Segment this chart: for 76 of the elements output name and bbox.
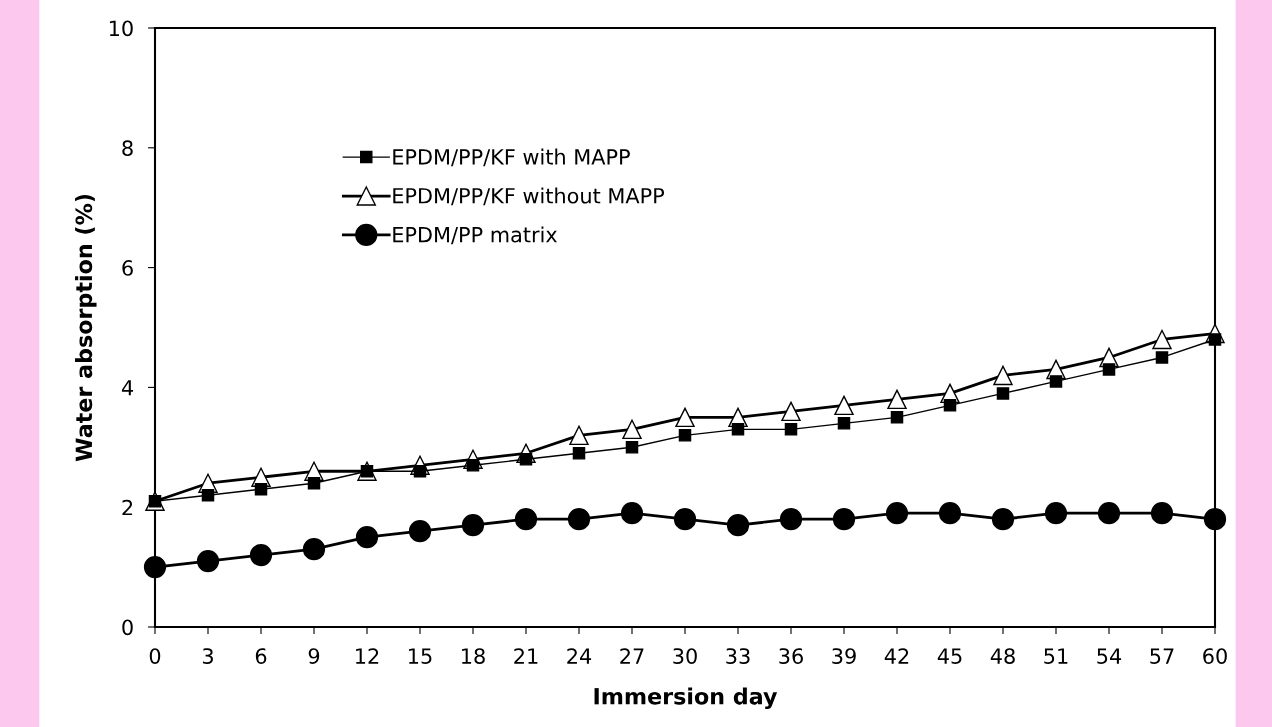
legend-label: EPDM/PP matrix	[393, 226, 558, 245]
y-tick-label: 2	[122, 499, 133, 516]
point	[731, 423, 745, 436]
y-tick-label: 4	[121, 380, 133, 396]
x-tick-label: 6	[255, 648, 267, 664]
point	[567, 508, 591, 531]
y-axis-title: Water absorption (%)	[75, 194, 97, 462]
point	[887, 389, 907, 410]
point	[572, 447, 586, 460]
point	[622, 419, 642, 440]
point	[143, 555, 167, 579]
point	[625, 441, 639, 454]
point	[249, 544, 273, 567]
point	[832, 508, 856, 531]
point	[1102, 363, 1116, 376]
point	[784, 423, 798, 436]
legend-label: EPDM/PP/KF with MAPP	[393, 148, 630, 167]
point	[781, 401, 801, 422]
x-tick-label: 21	[514, 648, 538, 664]
x-tick-label: 27	[620, 648, 644, 664]
point	[993, 365, 1013, 386]
point	[254, 482, 268, 496]
x-tick-label: 39	[832, 648, 856, 664]
point	[673, 508, 697, 531]
point	[996, 387, 1010, 400]
point	[196, 549, 220, 573]
point	[620, 502, 644, 525]
legend-label: EPDM/PP/KF without MAPP	[393, 187, 665, 206]
point	[885, 502, 909, 525]
point	[1150, 502, 1174, 525]
x-axis-title: Immersion day	[594, 687, 778, 710]
x-tick-label: 18	[462, 648, 485, 664]
point	[837, 417, 851, 430]
x-tick-label: 30	[673, 648, 697, 664]
y-tick-label: 6	[122, 260, 133, 276]
point	[779, 508, 803, 531]
point	[355, 526, 379, 549]
point	[1097, 502, 1121, 525]
point	[461, 514, 485, 537]
point	[678, 429, 692, 442]
point	[726, 514, 750, 537]
x-tick-label: 57	[1150, 648, 1174, 664]
x-tick-label: 60	[1203, 648, 1227, 664]
y-tick-label: 10	[109, 20, 133, 37]
point	[302, 538, 326, 561]
x-tick-label: 48	[990, 648, 1015, 664]
point	[675, 407, 695, 428]
point	[1152, 329, 1172, 350]
y-tick-label: 0	[122, 619, 133, 636]
point	[1155, 351, 1169, 364]
x-tick-label: 51	[1044, 648, 1068, 664]
x-tick-label: 12	[356, 648, 379, 664]
x-tick-label: 0	[149, 648, 161, 664]
point	[514, 508, 538, 531]
point	[1049, 375, 1063, 388]
x-tick-label: 42	[884, 648, 909, 664]
x-tick-label: 36	[779, 648, 803, 664]
point	[991, 508, 1015, 531]
x-tick-label: 3	[202, 648, 213, 664]
point	[834, 395, 854, 416]
point	[943, 399, 957, 412]
point	[1044, 502, 1068, 525]
point	[569, 425, 589, 446]
point	[201, 488, 215, 502]
y-tick-label: 8	[122, 140, 133, 157]
point	[890, 411, 904, 424]
x-tick-label: 54	[1097, 648, 1122, 664]
point	[938, 502, 962, 525]
point	[307, 476, 321, 490]
point	[1203, 508, 1227, 531]
x-tick-label: 15	[409, 648, 432, 664]
point	[408, 520, 432, 543]
x-tick-label: 24	[567, 648, 592, 664]
x-tick-label: 9	[308, 648, 320, 664]
x-tick-label: 45	[937, 648, 962, 664]
x-tick-label: 33	[726, 648, 750, 664]
